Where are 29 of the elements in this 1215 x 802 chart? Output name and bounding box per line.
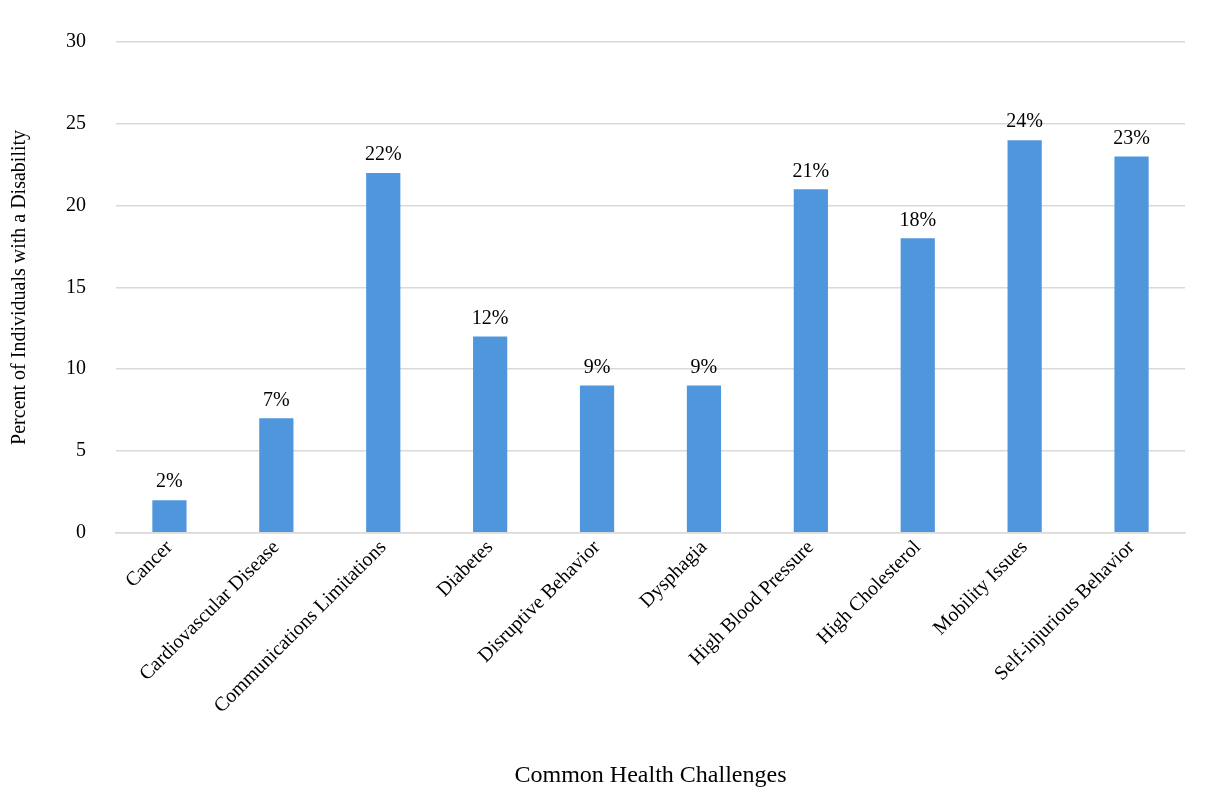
bar	[259, 418, 294, 533]
x-axis-title: Common Health Challenges	[514, 760, 787, 787]
y-tick-label: 25	[66, 111, 86, 134]
data-label: 18%	[899, 207, 937, 230]
y-tick-label: 30	[66, 29, 86, 52]
data-label: 21%	[792, 158, 830, 181]
data-label: 2%	[156, 469, 183, 492]
bar	[900, 238, 935, 533]
y-tick-label: 5	[76, 438, 86, 461]
data-label: 23%	[1113, 125, 1150, 148]
data-label: 12%	[471, 305, 509, 328]
bar	[579, 385, 615, 533]
y-tick-label: 20	[66, 192, 86, 215]
bar	[1114, 156, 1149, 533]
data-label: 22%	[364, 142, 402, 165]
bar	[152, 500, 187, 533]
y-tick-label: 10	[66, 356, 86, 379]
bar	[366, 172, 401, 533]
bar	[1007, 140, 1042, 533]
bar	[793, 189, 828, 533]
data-label: 24%	[1006, 109, 1043, 132]
bar	[473, 336, 508, 533]
data-label: 9%	[690, 354, 718, 377]
bar	[686, 385, 722, 533]
data-label: 7%	[263, 387, 290, 410]
y-axis-title: Percent of Individuals with a Disability	[7, 129, 31, 445]
y-tick-label: 0	[76, 520, 86, 543]
y-tick-label: 15	[66, 274, 86, 297]
data-label: 9%	[583, 354, 611, 377]
